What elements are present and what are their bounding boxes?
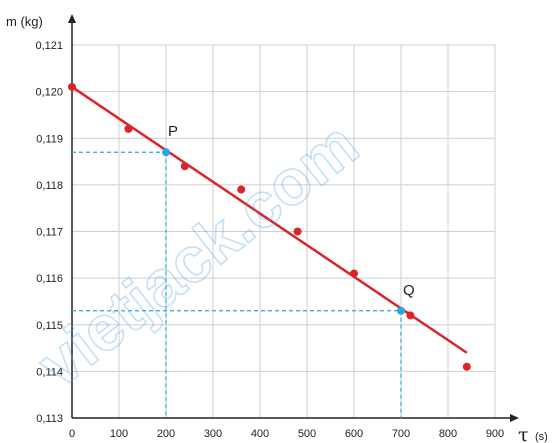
marked-point-label: P <box>168 123 178 140</box>
data-point <box>68 82 76 91</box>
x-tick-label: 400 <box>251 428 269 440</box>
y-tick-label: 0,114 <box>36 366 63 378</box>
x-axis-arrow <box>510 414 519 422</box>
y-tick-label: 0,120 <box>35 87 63 99</box>
y-tick-label: 0,113 <box>36 413 63 425</box>
data-point <box>406 311 415 320</box>
x-axis-unit: (s) <box>535 431 548 443</box>
data-point <box>462 362 471 371</box>
x-tick-label: 900 <box>486 428 504 440</box>
data-point <box>124 124 133 133</box>
data-point <box>293 227 302 236</box>
y-tick-label: 0,115 <box>36 320 63 332</box>
data-point <box>350 269 358 278</box>
marked-point-label: Q <box>403 282 415 299</box>
x-axis-symbol: τ <box>518 424 529 443</box>
data-points <box>68 82 471 371</box>
marked-point-p <box>162 148 170 157</box>
x-tick-label: 200 <box>157 428 175 440</box>
y-tick-label: 0,116 <box>36 273 63 285</box>
x-tick-label: 0 <box>69 428 75 440</box>
y-tick-label: 0,117 <box>36 227 63 239</box>
grid <box>72 44 496 418</box>
guide-lines <box>72 151 402 418</box>
x-tick-label: 500 <box>298 428 316 440</box>
x-tick-label: 700 <box>392 428 410 440</box>
data-point <box>237 185 246 194</box>
y-tick-label: 0,119 <box>36 133 63 145</box>
marked-points: PQ <box>162 123 415 315</box>
y-axis-label: m (kg) <box>6 14 43 29</box>
x-tick-label: 300 <box>204 428 222 440</box>
y-tick-label: 0,121 <box>35 40 63 52</box>
y-tick-label: 0,118 <box>36 180 63 192</box>
data-point <box>180 162 189 171</box>
x-tick-label: 800 <box>439 428 457 440</box>
y-axis-arrow <box>68 14 76 23</box>
x-tick-label: 100 <box>110 428 128 440</box>
marked-point-q <box>397 306 405 315</box>
x-tick-label: 600 <box>345 428 363 440</box>
tick-labels: 0 100 200 300 400 500 600 700 800 900 0,113 0,114 0,… <box>35 40 504 440</box>
